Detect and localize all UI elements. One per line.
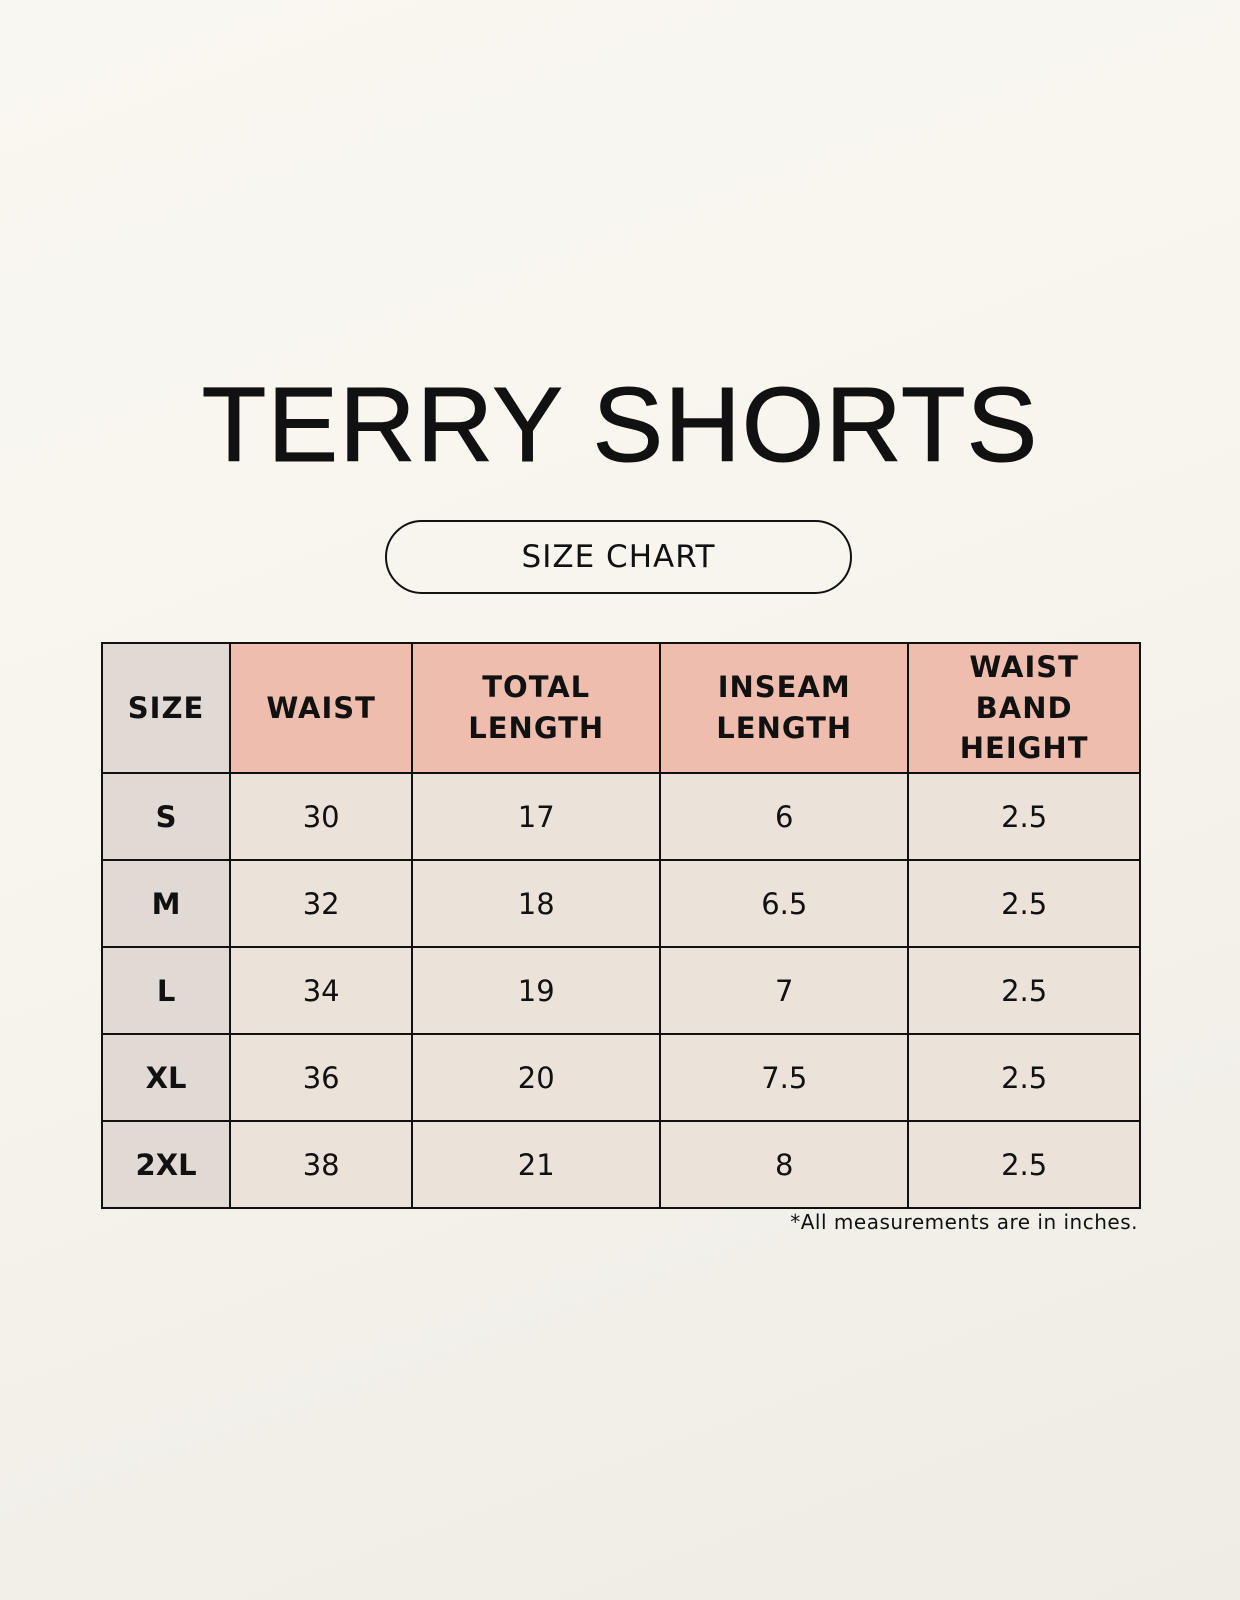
header-text: TOTAL LENGTH: [468, 670, 605, 745]
size-chart-table: SIZE WAIST TOTAL LENGTH INSEAM LENGTH WA…: [100, 642, 1141, 1209]
footnote: *All measurements are in inches.: [790, 1210, 1138, 1234]
table-row: L 34 19 7 2.5: [100, 946, 1141, 1035]
value-cell: 32: [229, 859, 414, 948]
table-row: 2XL 38 21 8 2.5: [100, 1120, 1141, 1209]
header-text: INSEAM LENGTH: [716, 670, 853, 745]
page-title: TERRY SHORTS: [201, 366, 1039, 485]
value-cell: 7: [659, 946, 910, 1035]
table-row: M 32 18 6.5 2.5: [100, 859, 1141, 948]
value-cell: 21: [411, 1120, 662, 1209]
size-cell: S: [100, 772, 232, 861]
header-inseam-length: INSEAM LENGTH: [659, 642, 910, 774]
value-cell: 6.5: [659, 859, 910, 948]
header-waist: WAIST: [229, 642, 414, 774]
header-waist-band-height: WAIST BAND HEIGHT: [907, 642, 1141, 774]
size-cell: L: [100, 946, 232, 1035]
size-chart-badge: SIZE CHART: [385, 520, 852, 594]
value-cell: 20: [411, 1033, 662, 1122]
value-cell: 34: [229, 946, 414, 1035]
value-cell: 2.5: [907, 772, 1141, 861]
table-row: XL 36 20 7.5 2.5: [100, 1033, 1141, 1122]
value-cell: 8: [659, 1120, 910, 1209]
value-cell: 2.5: [907, 946, 1141, 1035]
value-cell: 30: [229, 772, 414, 861]
value-cell: 7.5: [659, 1033, 910, 1122]
header-text: WAIST BAND HEIGHT: [959, 650, 1089, 766]
header-total-length: TOTAL LENGTH: [411, 642, 662, 774]
value-cell: 2.5: [907, 1033, 1141, 1122]
header-size: SIZE: [100, 642, 232, 774]
size-cell: 2XL: [100, 1120, 232, 1209]
value-cell: 2.5: [907, 859, 1141, 948]
table-row: S 30 17 6 2.5: [100, 772, 1141, 861]
header-row: SIZE WAIST TOTAL LENGTH INSEAM LENGTH WA…: [100, 642, 1141, 774]
value-cell: 6: [659, 772, 910, 861]
value-cell: 17: [411, 772, 662, 861]
value-cell: 36: [229, 1033, 414, 1122]
value-cell: 19: [411, 946, 662, 1035]
size-cell: XL: [100, 1033, 232, 1122]
value-cell: 2.5: [907, 1120, 1141, 1209]
size-cell: M: [100, 859, 232, 948]
value-cell: 38: [229, 1120, 414, 1209]
value-cell: 18: [411, 859, 662, 948]
